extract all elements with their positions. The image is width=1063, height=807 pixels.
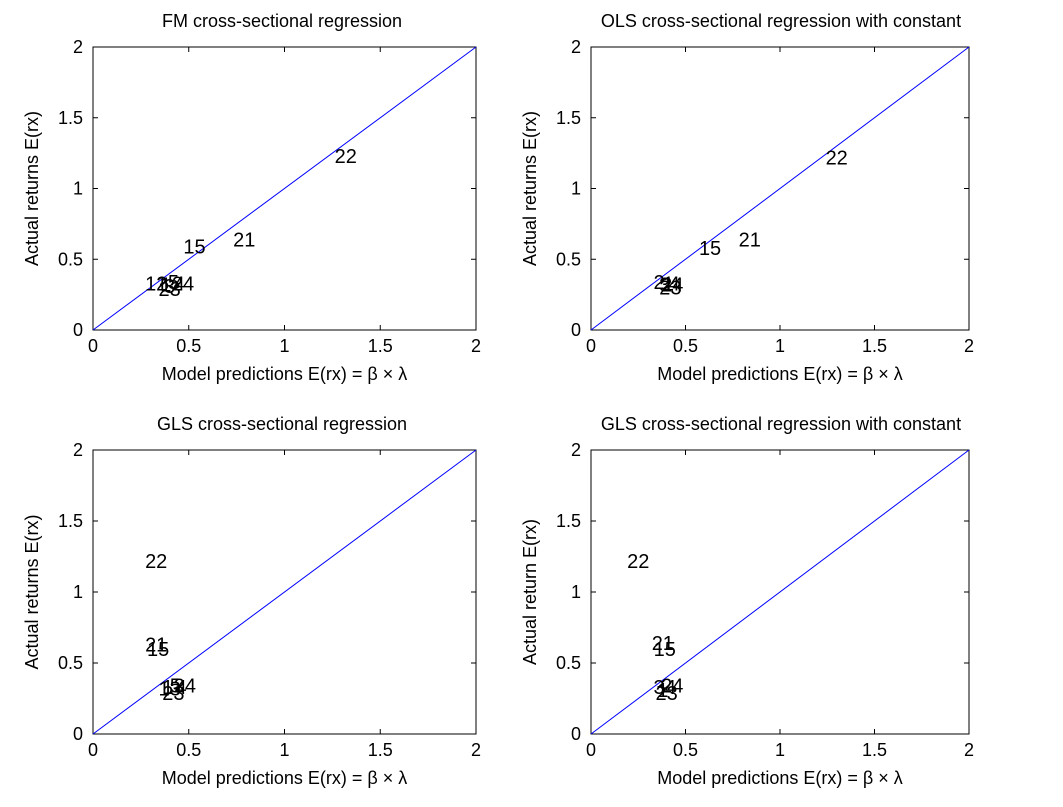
y-axis-label: Actual returns E(rx) — [520, 111, 540, 266]
data-point-label: 23 — [659, 278, 681, 300]
y-tick-label: 1 — [73, 179, 83, 199]
x-tick-label: 2 — [964, 336, 974, 356]
x-tick-label: 2 — [471, 336, 481, 356]
x-tick-label: 1 — [279, 740, 289, 760]
data-point-label: 23 — [655, 683, 677, 705]
data-point-label: 1 — [657, 680, 668, 702]
data-point-label: 23 — [162, 683, 184, 705]
x-axis-label: Model predictions E(rx) = β × λ — [657, 364, 902, 384]
data-point-label: 15 — [699, 238, 721, 260]
x-tick-label: 1.5 — [862, 740, 887, 760]
chart-title: FM cross-sectional regression — [162, 11, 402, 31]
data-point-label: 15 — [654, 639, 676, 661]
chart-title: GLS cross-sectional regression with cons… — [601, 414, 961, 434]
y-axis-label: Actual returns E(rx) — [22, 514, 42, 669]
data-point-label: 23 — [158, 279, 180, 301]
y-tick-label: 0.5 — [556, 249, 581, 269]
reference-line — [92, 449, 477, 735]
data-point-label: 3 — [653, 677, 664, 699]
data-point-label: 5 — [168, 272, 179, 294]
data-point-label: 1 — [162, 677, 173, 699]
data-point-label: 4 — [665, 677, 676, 699]
x-tick-label: 0.5 — [176, 336, 201, 356]
x-tick-label: 0 — [88, 740, 98, 760]
y-tick-label: 1 — [571, 582, 581, 602]
y-tick-label: 0.5 — [58, 653, 83, 673]
y-tick-label: 2 — [73, 37, 83, 57]
y-tick-label: 0.5 — [58, 249, 83, 269]
x-tick-label: 2 — [471, 740, 481, 760]
data-point-label: 21 — [652, 633, 674, 655]
data-point-label: 21 — [145, 635, 167, 657]
x-axis-label: Model predictions E(rx) = β × λ — [657, 768, 902, 788]
y-tick-label: 1 — [571, 179, 581, 199]
x-tick-label: 0.5 — [673, 336, 698, 356]
data-point-label: 1 — [663, 273, 674, 295]
y-tick-label: 1.5 — [58, 511, 83, 531]
x-axis-label: Model predictions E(rx) = β × λ — [162, 768, 407, 788]
data-point-label: 21 — [233, 229, 255, 251]
x-tick-label: 0 — [586, 336, 596, 356]
data-point-label: 24 — [661, 275, 683, 297]
y-tick-label: 0 — [73, 724, 83, 744]
y-tick-label: 1.5 — [556, 511, 581, 531]
data-point-label: 4 — [174, 273, 185, 295]
x-tick-label: 1 — [775, 336, 785, 356]
x-axis-label: Model predictions E(rx) = β × λ — [162, 364, 407, 384]
x-tick-label: 1 — [279, 336, 289, 356]
subplot-2: OLS cross-sectional regression with cons… — [520, 11, 974, 384]
x-tick-label: 1.5 — [862, 336, 887, 356]
data-point-label: 24 — [172, 273, 194, 295]
x-tick-label: 0 — [586, 740, 596, 760]
y-tick-label: 0 — [571, 320, 581, 340]
y-tick-label: 1 — [73, 582, 83, 602]
subplot-3: GLS cross-sectional regression 0 0.5 1 1.5 2 0… — [22, 414, 481, 788]
data-point-label: 22 — [627, 551, 649, 573]
y-tick-label: 1.5 — [58, 108, 83, 128]
data-point-label: 24 — [661, 676, 683, 698]
reference-line — [590, 449, 970, 735]
y-tick-label: 0 — [571, 724, 581, 744]
reference-line — [590, 46, 970, 331]
data-point-label: 15 — [147, 639, 169, 661]
data-point-label: 15 — [183, 237, 205, 259]
subplot-1: FM cross-sectional regression 0 0.5 1 1.5 2 0 0… — [22, 11, 481, 384]
x-tick-label: 2 — [964, 740, 974, 760]
data-point-label: 4 — [176, 677, 187, 699]
data-point-label: 3 — [659, 275, 670, 297]
data-point-label: 3 — [164, 276, 175, 298]
y-tick-label: 2 — [571, 37, 581, 57]
data-point-label: 2 — [653, 272, 664, 294]
y-tick-label: 0 — [73, 320, 83, 340]
y-tick-label: 2 — [73, 440, 83, 460]
y-tick-label: 2 — [571, 440, 581, 460]
data-point-label: 22 — [335, 146, 357, 168]
y-axis-label: Actual return E(rx) — [520, 519, 540, 665]
x-tick-label: 0.5 — [673, 740, 698, 760]
data-point-label: 1 — [156, 273, 167, 295]
data-point-label: 1 — [160, 275, 171, 297]
data-point-label: 4 — [669, 273, 680, 295]
data-point-label: 21 — [739, 229, 761, 251]
y-axis-label: Actual returns E(rx) — [22, 111, 42, 266]
data-point-label: 22 — [826, 147, 848, 169]
x-tick-label: 1.5 — [368, 336, 393, 356]
y-tick-label: 1.5 — [556, 108, 581, 128]
subplot-4: GLS cross-sectional regression with cons… — [520, 414, 974, 788]
x-tick-label: 0.5 — [176, 740, 201, 760]
data-point-label: 13 — [158, 679, 180, 701]
data-point-label: 24 — [174, 676, 196, 698]
x-tick-label: 0 — [88, 336, 98, 356]
x-tick-label: 1.5 — [368, 740, 393, 760]
x-tick-label: 1 — [775, 740, 785, 760]
y-tick-label: 0.5 — [556, 653, 581, 673]
chart-title: GLS cross-sectional regression — [157, 414, 407, 434]
chart-title: OLS cross-sectional regression with cons… — [601, 11, 961, 31]
data-point-label: 22 — [145, 551, 167, 573]
reference-line — [92, 46, 477, 331]
data-point-label: 12 — [145, 273, 167, 295]
data-point-label: 5 — [170, 676, 181, 698]
